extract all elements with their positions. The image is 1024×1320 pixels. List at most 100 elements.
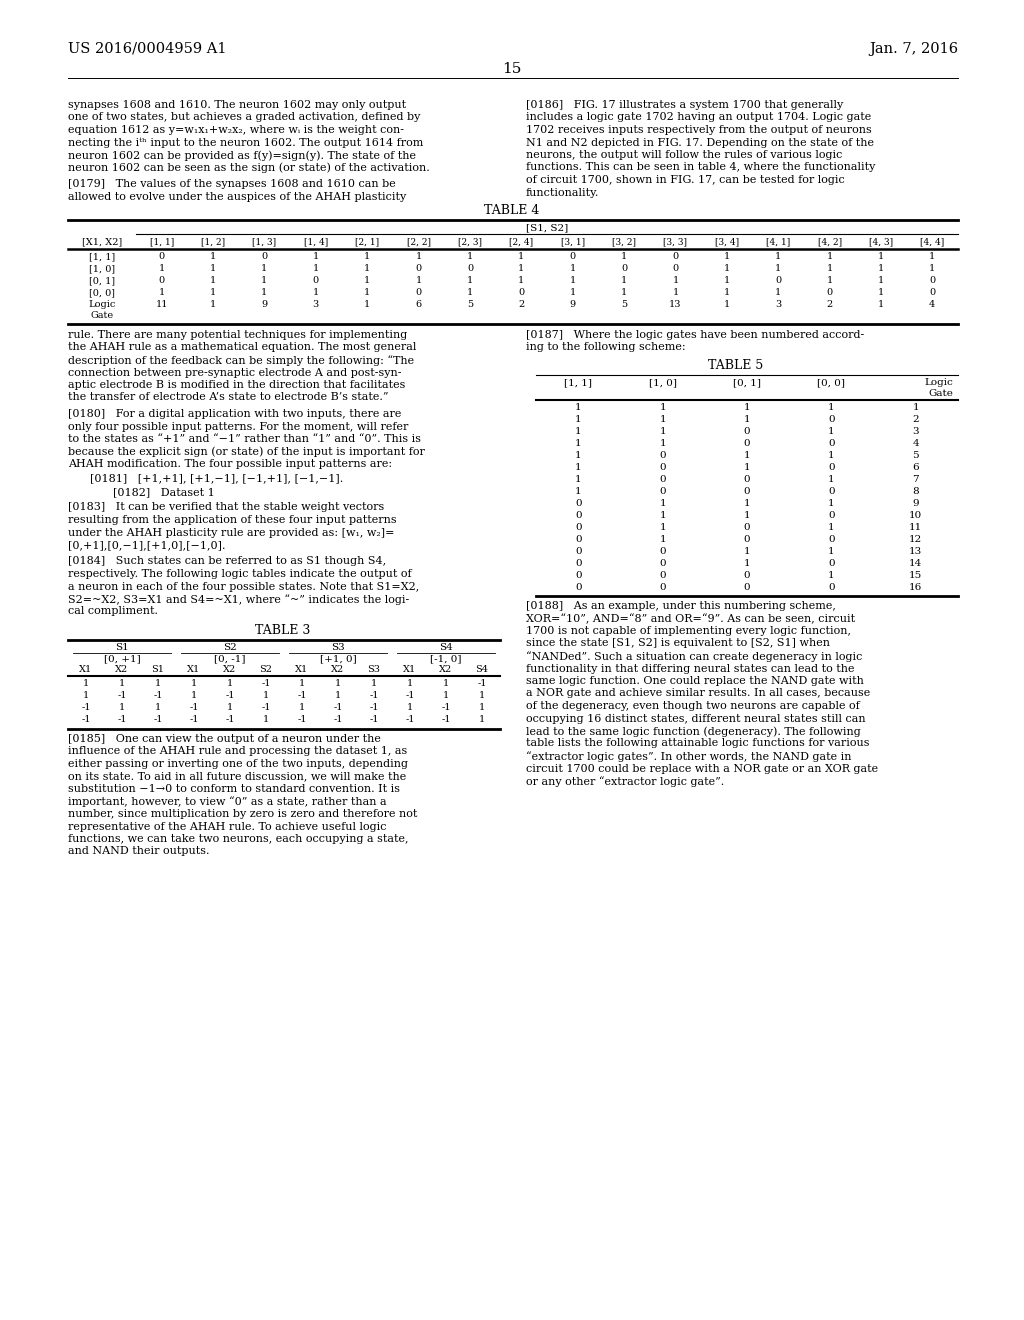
Text: -1: -1 — [477, 678, 486, 688]
Text: neurons, the output will follow the rules of various logic: neurons, the output will follow the rule… — [526, 150, 843, 160]
Text: 1: 1 — [743, 414, 751, 424]
Text: 6: 6 — [416, 300, 422, 309]
Text: 1: 1 — [335, 690, 341, 700]
Text: 0: 0 — [828, 463, 835, 473]
Text: 16: 16 — [909, 583, 923, 591]
Text: [+1, 0]: [+1, 0] — [319, 653, 356, 663]
Text: [0, 0]: [0, 0] — [89, 288, 115, 297]
Text: 1: 1 — [119, 704, 125, 711]
Text: 1: 1 — [479, 704, 485, 711]
Text: 1: 1 — [518, 276, 524, 285]
Text: X1: X1 — [187, 665, 201, 675]
Text: 1: 1 — [743, 463, 751, 473]
Text: -1: -1 — [81, 704, 91, 711]
Text: 5: 5 — [621, 300, 627, 309]
Text: functions. This can be seen in table 4, where the functionality: functions. This can be seen in table 4, … — [526, 162, 876, 173]
Text: 0: 0 — [743, 475, 751, 484]
Text: 0: 0 — [574, 572, 582, 579]
Text: [0186]   FIG. 17 illustrates a system 1700 that generally: [0186] FIG. 17 illustrates a system 1700… — [526, 100, 843, 110]
Text: 1: 1 — [574, 414, 582, 424]
Text: [1, 4]: [1, 4] — [304, 238, 328, 246]
Text: [1, 1]: [1, 1] — [89, 252, 115, 261]
Text: 1: 1 — [659, 440, 666, 447]
Text: since the state [S1, S2] is equivalent to [S2, S1] when: since the state [S1, S2] is equivalent t… — [526, 639, 830, 648]
Text: 0: 0 — [828, 558, 835, 568]
Text: Jan. 7, 2016: Jan. 7, 2016 — [869, 42, 958, 55]
Text: -1: -1 — [297, 690, 307, 700]
Text: respectively. The following logic tables indicate the output of: respectively. The following logic tables… — [68, 569, 412, 579]
Text: rule. There are many potential techniques for implementing: rule. There are many potential technique… — [68, 330, 408, 341]
Text: S4: S4 — [475, 665, 488, 675]
Text: [2, 2]: [2, 2] — [407, 238, 430, 246]
Text: 1: 1 — [724, 276, 730, 285]
Text: [-1, 0]: [-1, 0] — [430, 653, 462, 663]
Text: 0: 0 — [743, 572, 751, 579]
Text: 1: 1 — [743, 451, 751, 459]
Text: 1: 1 — [673, 288, 679, 297]
Text: 1: 1 — [416, 276, 422, 285]
Text: 1: 1 — [210, 252, 216, 261]
Text: 0: 0 — [467, 264, 473, 273]
Text: 1: 1 — [743, 558, 751, 568]
Text: 1: 1 — [312, 288, 318, 297]
Text: 1: 1 — [743, 499, 751, 508]
Text: 1700 is not capable of implementing every logic function,: 1700 is not capable of implementing ever… — [526, 626, 851, 636]
Text: 1: 1 — [263, 690, 269, 700]
Text: 0: 0 — [574, 523, 582, 532]
Text: 1: 1 — [878, 300, 884, 309]
Text: 1: 1 — [261, 288, 267, 297]
Text: [0181]   [+1,+1], [+1,−1], [−1,+1], [−1,−1].: [0181] [+1,+1], [+1,−1], [−1,+1], [−1,−1… — [90, 474, 343, 483]
Text: a NOR gate and achieve similar results. In all cases, because: a NOR gate and achieve similar results. … — [526, 689, 870, 698]
Text: 1: 1 — [743, 403, 751, 412]
Text: -1: -1 — [154, 690, 163, 700]
Text: S1: S1 — [152, 665, 165, 675]
Text: 0: 0 — [416, 264, 422, 273]
Text: -1: -1 — [261, 704, 270, 711]
Text: 0: 0 — [828, 414, 835, 424]
Text: to the states as “+1” and “−1” rather than “1” and “0”. This is: to the states as “+1” and “−1” rather th… — [68, 434, 421, 444]
Text: 2: 2 — [518, 300, 524, 309]
Text: functionality in that differing neural states can lead to the: functionality in that differing neural s… — [526, 664, 854, 673]
Text: [3, 4]: [3, 4] — [715, 238, 739, 246]
Text: 1: 1 — [263, 715, 269, 723]
Text: 0: 0 — [659, 583, 666, 591]
Text: TABLE 4: TABLE 4 — [484, 205, 540, 216]
Text: [1, 2]: [1, 2] — [201, 238, 225, 246]
Text: 3: 3 — [775, 300, 781, 309]
Text: 13: 13 — [670, 300, 682, 309]
Text: functionality.: functionality. — [526, 187, 599, 198]
Text: 1: 1 — [312, 264, 318, 273]
Text: 13: 13 — [909, 546, 923, 556]
Text: ing to the following scheme:: ing to the following scheme: — [526, 342, 686, 352]
Text: or any other “extractor logic gate”.: or any other “extractor logic gate”. — [526, 776, 724, 787]
Text: 4: 4 — [912, 440, 920, 447]
Text: 1: 1 — [621, 276, 627, 285]
Text: 1: 1 — [724, 300, 730, 309]
Text: -1: -1 — [333, 704, 343, 711]
Text: 0: 0 — [826, 288, 833, 297]
Text: 11: 11 — [156, 300, 168, 309]
Text: -1: -1 — [189, 715, 199, 723]
Text: lead to the same logic function (degeneracy). The following: lead to the same logic function (degener… — [526, 726, 861, 737]
Text: 5: 5 — [912, 451, 920, 459]
Text: 1: 1 — [569, 264, 575, 273]
Text: 1: 1 — [83, 678, 89, 688]
Text: S2: S2 — [223, 643, 237, 652]
Text: [3, 3]: [3, 3] — [664, 238, 687, 246]
Text: N1 and N2 depicted in FIG. 17. Depending on the state of the: N1 and N2 depicted in FIG. 17. Depending… — [526, 137, 874, 148]
Text: [0, -1]: [0, -1] — [214, 653, 246, 663]
Text: 1: 1 — [261, 276, 267, 285]
Text: 1: 1 — [299, 704, 305, 711]
Text: S2: S2 — [259, 665, 272, 675]
Text: 1: 1 — [724, 288, 730, 297]
Text: [3, 2]: [3, 2] — [612, 238, 636, 246]
Text: [0,+1],[0,−1],[+1,0],[−1,0].: [0,+1],[0,−1],[+1,0],[−1,0]. — [68, 540, 225, 550]
Text: 4: 4 — [929, 300, 936, 309]
Text: [1, 1]: [1, 1] — [564, 378, 592, 387]
Text: 1: 1 — [442, 678, 450, 688]
Text: -1: -1 — [297, 715, 307, 723]
Text: substitution −1→0 to conform to standard convention. It is: substitution −1→0 to conform to standard… — [68, 784, 400, 795]
Text: 0: 0 — [159, 252, 165, 261]
Text: S1: S1 — [115, 643, 129, 652]
Text: -1: -1 — [441, 715, 451, 723]
